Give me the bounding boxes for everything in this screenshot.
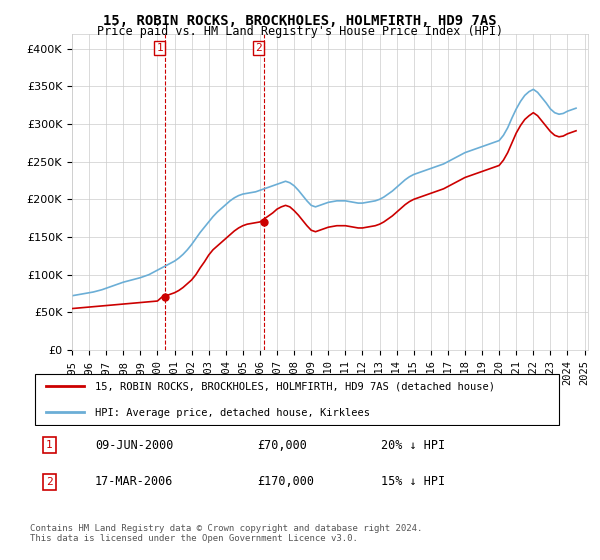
Text: £170,000: £170,000 — [257, 475, 314, 488]
Text: Contains HM Land Registry data © Crown copyright and database right 2024.
This d: Contains HM Land Registry data © Crown c… — [30, 524, 422, 543]
Text: 2: 2 — [255, 43, 262, 53]
Text: HPI: Average price, detached house, Kirklees: HPI: Average price, detached house, Kirk… — [95, 408, 370, 418]
Text: 15, ROBIN ROCKS, BROCKHOLES, HOLMFIRTH, HD9 7AS: 15, ROBIN ROCKS, BROCKHOLES, HOLMFIRTH, … — [103, 14, 497, 28]
Text: 17-MAR-2006: 17-MAR-2006 — [95, 475, 173, 488]
Text: 1: 1 — [46, 440, 53, 450]
Text: 15% ↓ HPI: 15% ↓ HPI — [381, 475, 445, 488]
Text: 09-JUN-2000: 09-JUN-2000 — [95, 438, 173, 451]
Text: Price paid vs. HM Land Registry's House Price Index (HPI): Price paid vs. HM Land Registry's House … — [97, 25, 503, 38]
Text: 15, ROBIN ROCKS, BROCKHOLES, HOLMFIRTH, HD9 7AS (detached house): 15, ROBIN ROCKS, BROCKHOLES, HOLMFIRTH, … — [95, 382, 495, 392]
FancyBboxPatch shape — [35, 374, 559, 424]
Text: 20% ↓ HPI: 20% ↓ HPI — [381, 438, 445, 451]
Text: 2: 2 — [46, 477, 53, 487]
Text: £70,000: £70,000 — [257, 438, 307, 451]
Text: 1: 1 — [157, 43, 163, 53]
